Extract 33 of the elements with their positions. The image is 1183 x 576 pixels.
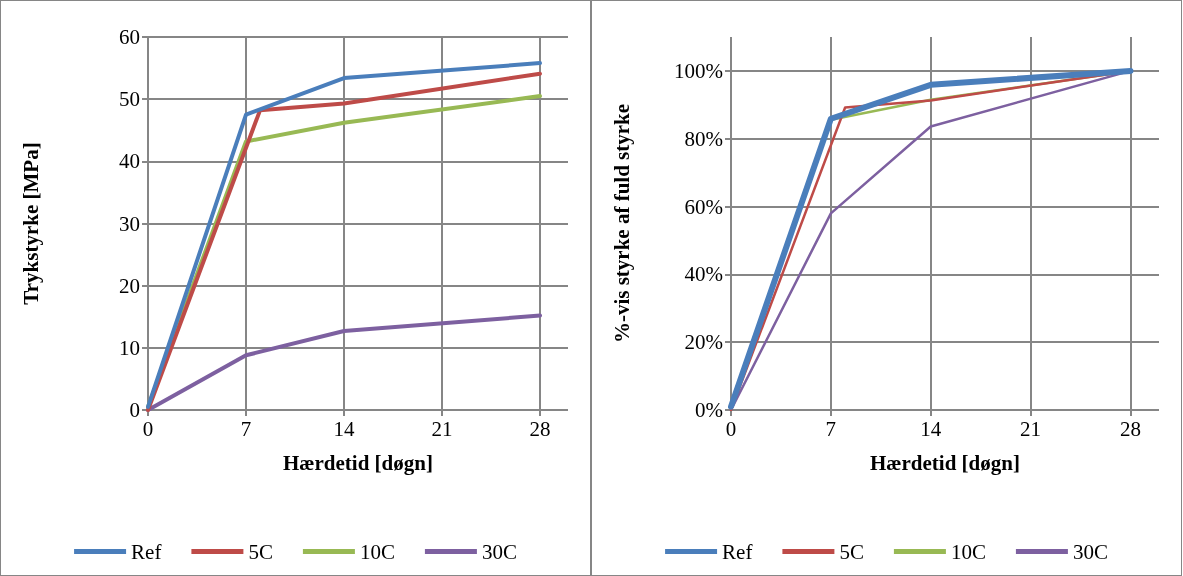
- x-axis-title: Hærdetid [døgn]: [870, 450, 1020, 475]
- y-tick-label: 50: [119, 87, 140, 112]
- x-tick-label: 28: [529, 416, 551, 441]
- legend-label: 30C: [1072, 539, 1108, 564]
- y-tick-label: 40%: [684, 262, 723, 287]
- legend-label: Ref: [722, 539, 753, 564]
- legend-label: 5C: [839, 539, 864, 564]
- x-tick-label: 14: [333, 416, 355, 441]
- y-tick-label: 0%: [695, 398, 723, 422]
- y-axis-title: Trykstyrke [MPa]: [18, 142, 43, 305]
- y-tick-label: 30: [119, 211, 140, 236]
- legend-label: 30C: [481, 539, 517, 564]
- x-tick-label: 21: [1020, 416, 1042, 441]
- y-tick-label: 10: [119, 335, 140, 360]
- legend-label: 5C: [248, 539, 273, 564]
- x-axis-title: Hærdetid [døgn]: [283, 450, 433, 475]
- x-tick-label: 21: [431, 416, 453, 441]
- x-tick-label: 7: [825, 416, 837, 441]
- y-axis-title: %-vis styrke af fuld styrke: [609, 103, 634, 344]
- y-tick-label: 60: [119, 25, 140, 49]
- legend-label: 10C: [359, 539, 395, 564]
- y-tick-label: 100%: [674, 58, 723, 83]
- x-tick-label: 28: [1119, 416, 1141, 441]
- legend-label: 10C: [950, 539, 986, 564]
- y-tick-label: 20%: [684, 330, 723, 355]
- y-tick-label: 80%: [684, 126, 723, 151]
- y-tick-label: 40: [119, 149, 140, 174]
- y-tick-label: 60%: [684, 194, 723, 219]
- x-tick-label: 14: [920, 416, 942, 441]
- y-tick-label: 0: [129, 398, 140, 422]
- y-tick-label: 20: [119, 273, 140, 298]
- legend-label: Ref: [131, 539, 162, 564]
- x-tick-label: 7: [240, 416, 252, 441]
